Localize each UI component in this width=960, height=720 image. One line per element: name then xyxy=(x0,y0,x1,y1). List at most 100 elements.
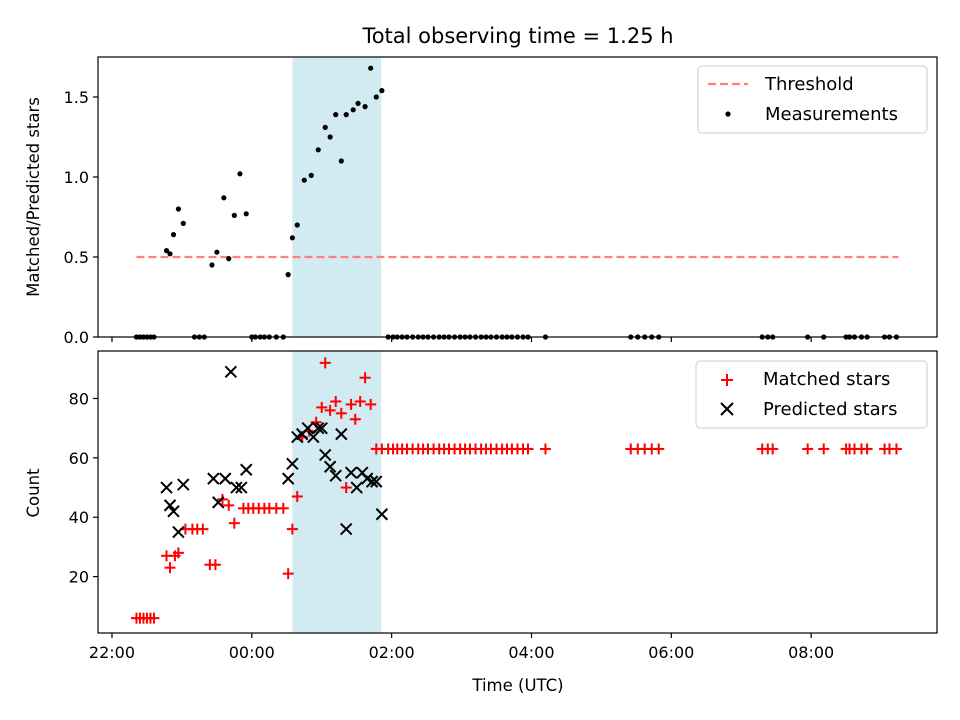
predicted-star-point xyxy=(375,508,389,521)
predicted-star-point-b xyxy=(319,448,332,462)
predicted-star-point xyxy=(319,448,332,462)
matched-star-point xyxy=(345,398,357,410)
measurement-point xyxy=(379,88,385,94)
matched-stars-legend-label: Matched stars xyxy=(763,369,890,390)
predicted-star-point xyxy=(339,522,353,536)
count-panel: 20 40 60 80 22:00 00:00 02:00 04:00 06:00 08:00 xyxy=(69,350,938,662)
predicted-star-point xyxy=(370,475,383,488)
matched-star-point xyxy=(291,490,303,502)
matched-star-point xyxy=(172,547,184,559)
matched-star-point xyxy=(330,395,342,407)
ratio-axes-frame xyxy=(97,56,938,338)
matched-star-point xyxy=(209,559,221,571)
matched-star-point xyxy=(539,443,551,455)
x-tick-label: 04:00 xyxy=(508,643,554,662)
predicted-star-point-b xyxy=(163,499,177,512)
x-tick-label: 00:00 xyxy=(229,643,275,662)
matched-star-point xyxy=(653,443,665,455)
count-series-1 xyxy=(160,365,389,539)
x-axis-label: Time (UTC) xyxy=(471,676,563,695)
measurement-point xyxy=(333,112,339,118)
predicted-star-point xyxy=(329,469,342,482)
x-tick-label: 08:00 xyxy=(788,643,834,662)
count-axes-frame xyxy=(97,350,938,634)
matched-star-point xyxy=(316,401,328,413)
predicted-star-point-b xyxy=(207,472,220,485)
predicted-star-point-b xyxy=(235,481,248,494)
measurement-point xyxy=(322,124,328,130)
predicted-star-point xyxy=(172,525,185,539)
count-series-0 xyxy=(130,357,902,624)
predicted-star-point xyxy=(350,481,363,494)
predicted-star-point xyxy=(301,421,314,435)
measurement-point xyxy=(221,195,227,201)
matched-star-point xyxy=(861,443,873,455)
count-legend-frame xyxy=(695,360,928,429)
predicted-star-point xyxy=(335,427,348,441)
predicted-star-point xyxy=(315,421,328,435)
measurement-point xyxy=(243,211,249,217)
predicted-star-point-b xyxy=(160,481,173,494)
measurement-point xyxy=(231,212,237,218)
measurement-point xyxy=(308,172,314,178)
matched-star-point xyxy=(148,612,160,624)
ratio-legend: Threshold Measurements xyxy=(697,65,928,134)
predicted-star-point xyxy=(240,463,253,476)
count-legend: Matched stars Predicted stars xyxy=(695,360,928,429)
measurement-point xyxy=(170,232,177,238)
ratio-panel-y-axis-label: Matched/Predicted stars xyxy=(24,97,43,297)
measurement-point xyxy=(226,256,232,262)
predicted-star-point-b xyxy=(219,472,232,485)
matched-star-point xyxy=(319,357,331,369)
measurement-point xyxy=(163,248,170,254)
measurement-point xyxy=(285,272,291,278)
count-observing-window xyxy=(292,351,382,633)
measurement-point xyxy=(368,65,374,71)
matched-star-point xyxy=(197,523,209,535)
predicted-star-point-b xyxy=(370,475,383,488)
measurement-point xyxy=(209,262,215,268)
matched-star-point xyxy=(818,443,830,455)
predicted-star-point-b xyxy=(224,365,238,378)
matched-star-point xyxy=(802,443,814,455)
measurement-point xyxy=(343,112,349,118)
matched-star-point xyxy=(324,404,336,416)
x-tick-label: 06:00 xyxy=(648,643,694,662)
count-y-tick-label: 20 xyxy=(69,568,89,587)
matched-star-point xyxy=(359,372,371,384)
predicted-star-point xyxy=(323,460,337,473)
predicted-star-point xyxy=(344,466,358,479)
ratio-observing-window xyxy=(292,57,382,337)
measurements-legend-label: Measurements xyxy=(765,104,898,125)
measurement-point xyxy=(294,222,300,228)
matched-star-point xyxy=(286,523,298,535)
ratio-y-tick-label: 1.5 xyxy=(64,88,89,107)
matched-star-point xyxy=(349,413,361,425)
predicted-star-point xyxy=(219,472,232,485)
predicted-star-point-b xyxy=(167,505,180,518)
predicted-star-point-b xyxy=(281,472,295,485)
matched-star-point xyxy=(767,443,779,455)
measurement-point xyxy=(327,134,333,140)
predicted-star-point-b xyxy=(230,481,243,494)
predicted-star-point-b xyxy=(360,472,374,485)
measurement-point xyxy=(167,251,173,257)
predicted-star-point xyxy=(281,472,295,485)
predicted-star-point-b xyxy=(375,508,389,521)
matched-star-point xyxy=(223,499,235,511)
predicted-star-point-b xyxy=(212,496,225,509)
predicted-star-point-b xyxy=(365,475,379,488)
predicted-star-point-b xyxy=(301,421,314,435)
measurement-point xyxy=(237,171,243,177)
matched-star-point xyxy=(522,443,534,455)
x-tick-label: 02:00 xyxy=(369,643,415,662)
ratio-y-tick-label: 0.0 xyxy=(64,328,89,347)
predicted-star-point xyxy=(230,481,243,494)
predicted-star-point xyxy=(312,421,325,435)
measurement-point xyxy=(214,249,220,255)
measurement-point xyxy=(338,158,344,164)
predicted-star-point-b xyxy=(323,460,337,473)
predicted-star-point xyxy=(286,457,299,471)
predicted-star-point xyxy=(167,505,180,518)
predicted-star-point-b xyxy=(350,481,363,494)
